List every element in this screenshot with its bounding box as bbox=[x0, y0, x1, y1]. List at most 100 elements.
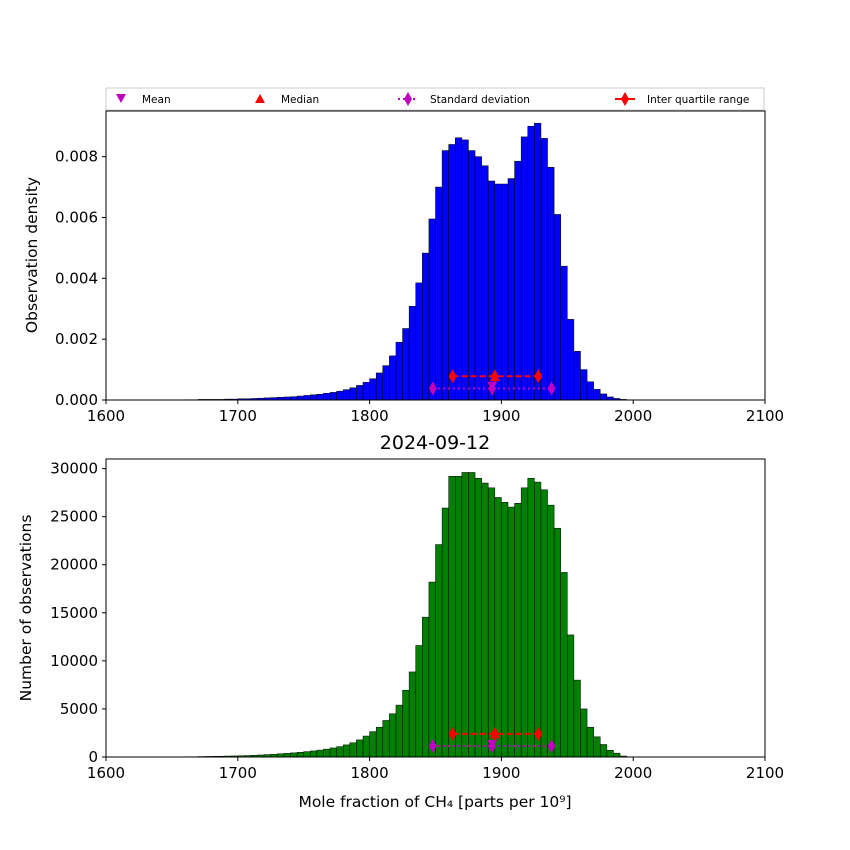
density-bar bbox=[547, 167, 555, 401]
density-x-tick-label: 1700 bbox=[219, 407, 257, 425]
density-bar bbox=[395, 341, 403, 401]
count-y-tick-label: 20000 bbox=[50, 556, 98, 574]
count-bar bbox=[336, 746, 344, 758]
count-bar bbox=[395, 704, 403, 758]
count-bar bbox=[382, 720, 390, 758]
count-bar bbox=[316, 749, 324, 758]
mean-marker-icon bbox=[116, 94, 126, 103]
count-bar bbox=[342, 744, 351, 758]
count-stat-markers bbox=[428, 726, 556, 753]
density-y-ticks: 0.000 0.002 0.004 0.006 0.008 bbox=[55, 148, 106, 409]
density-bar bbox=[527, 125, 535, 401]
count-y-ticks: 0 5000 10000 15000 20000 25000 30000 bbox=[50, 460, 106, 766]
density-bar bbox=[468, 150, 476, 401]
density-bar bbox=[455, 137, 463, 401]
density-bar bbox=[310, 394, 318, 401]
density-x-tick-label: 2000 bbox=[614, 407, 652, 425]
count-bar bbox=[448, 476, 456, 758]
count-bar bbox=[349, 742, 357, 758]
legend-label-mean: Mean bbox=[142, 94, 171, 106]
density-bar bbox=[296, 395, 304, 401]
density-iqr-point bbox=[534, 369, 543, 384]
count-bar bbox=[310, 750, 318, 758]
count-x-tick-label: 2100 bbox=[746, 764, 784, 782]
count-bar bbox=[481, 482, 489, 758]
density-median-marker bbox=[489, 372, 500, 382]
count-bar bbox=[435, 544, 443, 758]
count-histogram-panel: 2024-09-12 1600 1700 1800 1900 2000 2100 0 500… bbox=[17, 432, 784, 811]
count-axes-frame bbox=[105, 458, 766, 758]
count-bar bbox=[428, 581, 436, 758]
count-bar bbox=[408, 671, 416, 758]
count-bar bbox=[468, 472, 476, 758]
count-bar bbox=[323, 748, 331, 758]
density-bar bbox=[435, 186, 443, 401]
count-x-tick-label: 1800 bbox=[351, 764, 389, 782]
legend-label-std: Standard deviation bbox=[430, 94, 530, 106]
density-bar bbox=[316, 393, 324, 401]
density-bar bbox=[290, 396, 298, 401]
density-bar bbox=[507, 178, 515, 401]
density-y-axis-label: Observation density bbox=[23, 177, 41, 333]
density-y-tick-label: 0.004 bbox=[55, 269, 98, 287]
density-bar bbox=[600, 393, 608, 401]
count-y-tick-label: 0 bbox=[88, 748, 98, 766]
density-bar bbox=[303, 395, 311, 401]
legend-entry-iqr: Inter quartile range bbox=[615, 92, 749, 106]
count-bar bbox=[329, 747, 337, 758]
density-std-point bbox=[428, 381, 437, 396]
count-std-point bbox=[428, 738, 437, 753]
count-bar bbox=[303, 751, 311, 758]
density-bar bbox=[560, 265, 568, 401]
count-bar bbox=[501, 502, 509, 758]
count-std-point bbox=[547, 738, 556, 753]
density-x-ticks: 1600 1700 1800 1900 2000 2100 bbox=[87, 400, 784, 425]
count-bar bbox=[487, 487, 496, 758]
density-std-point bbox=[547, 381, 556, 396]
density-bar bbox=[567, 319, 575, 401]
density-bar bbox=[586, 381, 594, 401]
count-y-tick-label: 30000 bbox=[50, 460, 98, 478]
count-iqr-point bbox=[448, 726, 457, 741]
density-bar bbox=[356, 385, 364, 401]
count-median-marker bbox=[489, 729, 500, 739]
count-y-axis-label: Number of observations bbox=[17, 515, 35, 702]
density-bar bbox=[481, 165, 489, 401]
std-diamond-icon bbox=[404, 92, 412, 106]
density-bar bbox=[494, 183, 502, 401]
count-bar bbox=[567, 634, 575, 758]
median-marker-icon bbox=[255, 94, 265, 103]
density-bar bbox=[534, 122, 542, 401]
density-x-tick-label: 1900 bbox=[482, 407, 520, 425]
count-bar bbox=[573, 679, 581, 758]
density-axes-frame bbox=[105, 110, 766, 401]
count-bar bbox=[494, 497, 502, 758]
count-bar bbox=[547, 504, 555, 758]
density-bar bbox=[369, 378, 377, 401]
count-y-tick-label: 10000 bbox=[50, 652, 98, 670]
density-bar bbox=[408, 306, 416, 401]
density-y-tick-label: 0.002 bbox=[55, 330, 98, 348]
iqr-diamond-icon bbox=[621, 92, 629, 106]
density-bar bbox=[342, 389, 351, 401]
count-bar bbox=[580, 708, 588, 758]
count-y-tick-label: 5000 bbox=[60, 700, 98, 718]
density-bar bbox=[415, 282, 423, 401]
count-x-axis-label: Mole fraction of CH₄ [parts per 10⁹] bbox=[298, 793, 571, 811]
density-bar bbox=[501, 183, 509, 401]
density-bar bbox=[389, 355, 397, 401]
density-bar bbox=[336, 390, 344, 401]
count-x-ticks: 1600 1700 1800 1900 2000 2100 bbox=[87, 757, 784, 782]
legend-entry-std: Standard deviation bbox=[398, 92, 530, 106]
density-bar bbox=[474, 156, 482, 401]
count-y-tick-label: 25000 bbox=[50, 508, 98, 526]
legend-label-median: Median bbox=[281, 94, 319, 106]
count-x-tick-label: 1900 bbox=[482, 764, 520, 782]
density-bar bbox=[487, 180, 496, 401]
count-y-tick-label: 15000 bbox=[50, 604, 98, 622]
count-bar bbox=[507, 506, 515, 758]
count-bar bbox=[527, 477, 535, 758]
density-iqr-point bbox=[448, 369, 457, 384]
count-bar bbox=[520, 487, 529, 758]
